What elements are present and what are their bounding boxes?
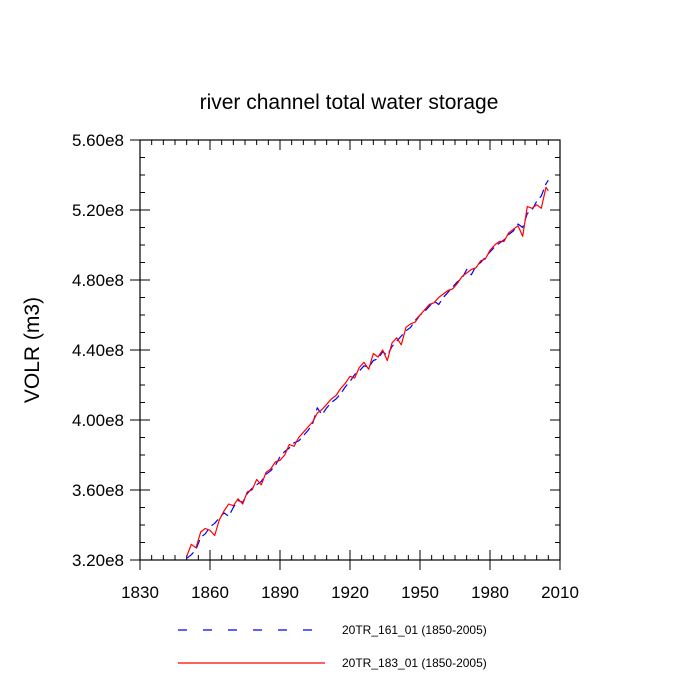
legend-label-1: 20TR_161_01 (1850-2005): [342, 623, 487, 637]
legend: 20TR_161_01 (1850-2005) 20TR_183_01 (1850…: [178, 623, 487, 670]
x-tick-label: 1890: [261, 583, 299, 602]
x-tick-label: 2010: [541, 583, 579, 602]
y-tick-label: 5.20e8: [72, 201, 124, 220]
x-tick-label: 1920: [331, 583, 369, 602]
y-tick-label: 4.80e8: [72, 271, 124, 290]
plot-frame: [139, 139, 561, 561]
x-axis-ticks: 1830 1860 1890 1920 1950 1980 2010: [121, 140, 579, 602]
chart-title: river channel total water storage: [200, 91, 499, 114]
x-tick-label: 1830: [121, 583, 159, 602]
y-axis-ticks: 3.20e8 3.60e8 4.00e8 4.40e8 4.80e8 5.20e8 5.60…: [72, 131, 560, 570]
y-tick-label: 3.60e8: [72, 481, 124, 500]
y-axis-label: VOLR (m3): [21, 297, 44, 403]
series-line-2: [186, 186, 549, 557]
y-tick-label: 5.60e8: [72, 131, 124, 150]
x-tick-label: 1860: [191, 583, 229, 602]
y-tick-label: 3.20e8: [72, 551, 124, 570]
y-tick-label: 4.00e8: [72, 411, 124, 430]
x-tick-label: 1950: [401, 583, 439, 602]
y-tick-label: 4.40e8: [72, 341, 124, 360]
x-tick-label: 1980: [471, 583, 509, 602]
legend-label-2: 20TR_183_01 (1850-2005): [342, 656, 487, 670]
series-layer: [186, 179, 549, 559]
